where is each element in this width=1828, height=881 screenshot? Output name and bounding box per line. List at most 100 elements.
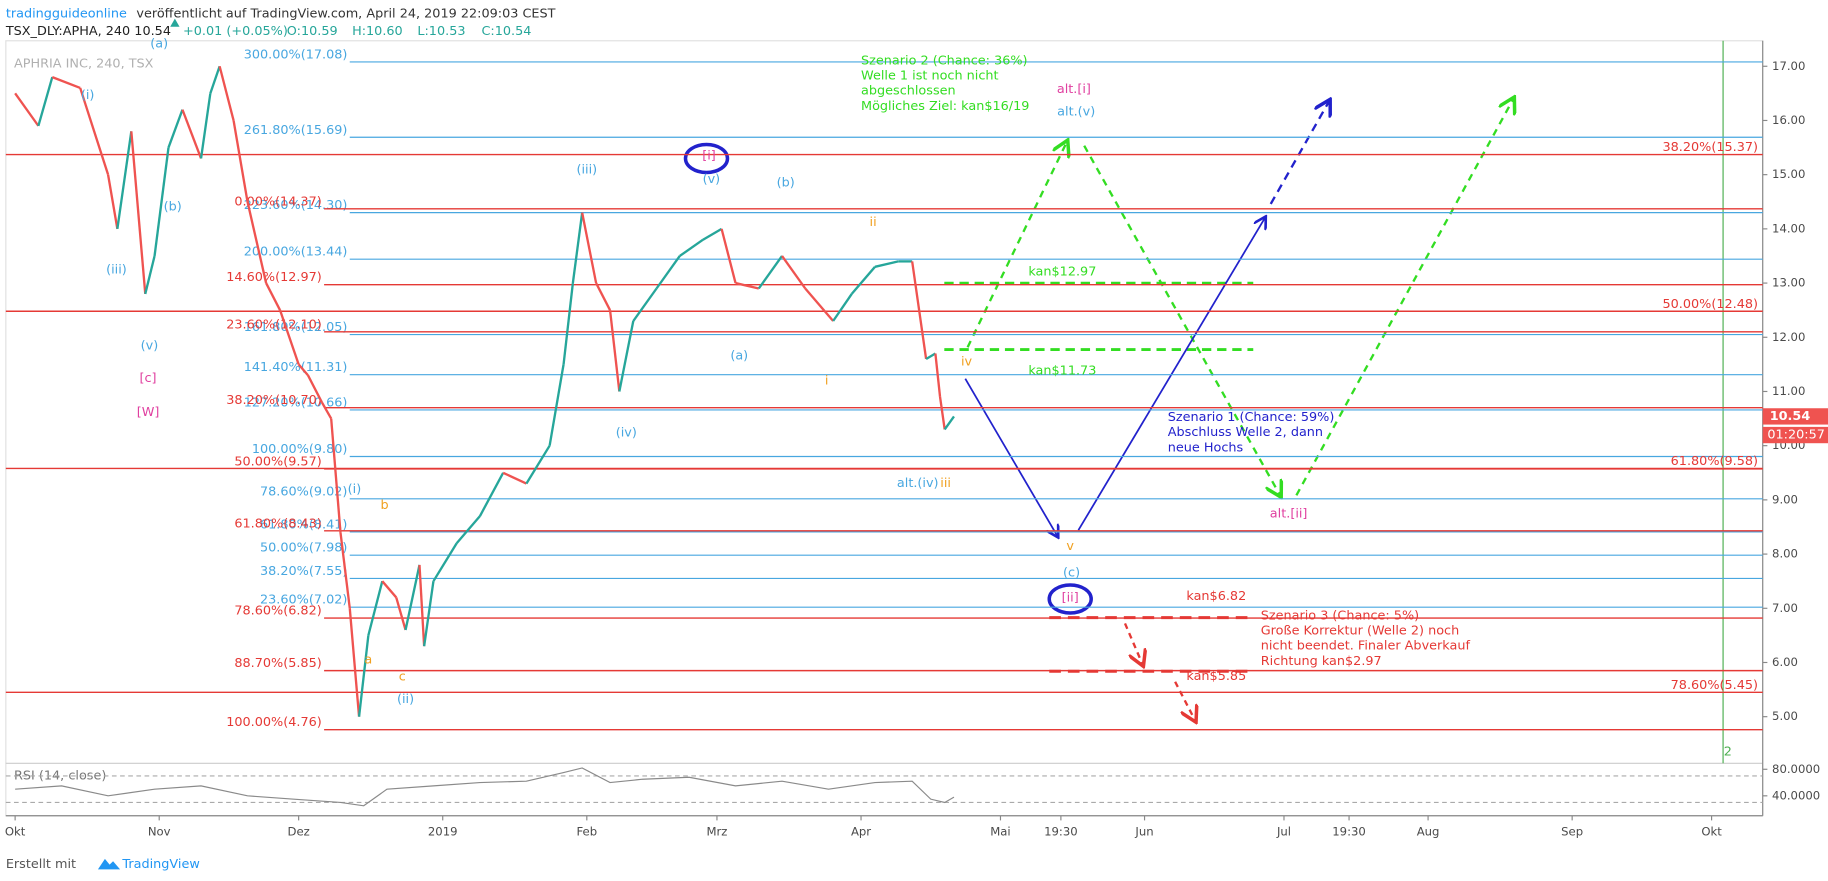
published: veröffentlicht auf TradingView.com, Apri… [136,6,555,21]
x-tick-label: 19:30 [1044,825,1078,839]
price-segment [79,87,110,176]
price-segment [320,401,333,420]
last-price: 10.54 [1770,409,1811,424]
wave-label: iii [940,476,951,491]
ohlc: C:10.54 [481,24,531,39]
fib-label: 78.60%(6.82) [234,604,321,619]
x-tick-label: 19:30 [1332,825,1366,839]
price-segment [581,212,598,284]
wave-label: (v) [141,338,159,353]
fib-label: 61.80%(8.41) [260,517,347,532]
price-segment [850,266,876,295]
price-segment [804,287,835,322]
x-tick-label: Apr [851,825,871,839]
price-segment [306,374,323,403]
price-segment [702,227,723,241]
fib-label: 38.20%(10.70) [226,393,322,408]
wave-label: (b) [164,200,182,215]
scenario-text: kan$6.82 [1186,589,1246,604]
price-segment [874,260,899,268]
timer-box [1762,426,1828,444]
wave-label: [c] [140,371,157,386]
price-segment [943,415,955,431]
change: +0.01 (+0.05%) [183,24,288,39]
fib-label: 0.00%(14.37) [234,194,321,209]
blue-arrow [964,378,1057,536]
fib-label: 23.60%(12.10) [226,317,322,332]
price-segment [330,418,342,533]
price-segment [357,635,370,717]
fib-label: 61.80%(8.43) [234,516,321,531]
price-segment [478,472,505,517]
x-tick-label: Jul [1276,825,1291,839]
logo [97,858,121,870]
x-tick-label: Okt [5,825,26,839]
fib-label: 300.00%(17.08) [244,47,348,62]
wave-label: [i] [702,149,716,164]
price-segment [571,212,584,284]
price-segment [525,445,551,485]
x-tick-label: Aug [1417,825,1440,839]
fib-label: 88.70%(5.85) [234,656,321,671]
fib-label: 100.00%(9.80) [252,442,348,457]
y-tick-label: 6.00 [1772,655,1798,669]
scenario-text: kan$11.73 [1028,363,1096,378]
fib-label: 14.60%(12.97) [226,270,322,285]
fib-label: 50.00%(12.48) [1663,297,1759,312]
y-tick-label: 9.00 [1772,492,1798,506]
price-segment [37,76,54,127]
author[interactable]: tradingguideonline [6,6,127,21]
wave-label: 2 [1724,744,1732,759]
wave-label: v [1066,539,1074,554]
price-segment [562,282,575,365]
wave-label: alt.(iv) [897,476,939,491]
wave-label: (v) [703,172,721,187]
wave-label: [W] [137,405,160,420]
y-tick-label: 15.00 [1772,167,1805,181]
wave-label: (iv) [616,426,637,441]
blue-arrow [1269,101,1329,205]
footer-brand[interactable]: TradingView [121,857,199,872]
price-segment [720,228,737,284]
price-segment [455,515,481,544]
pane-frame [5,40,1764,817]
timer: 01:20:57 [1767,428,1825,443]
rsi-label: RSI (14, close) [14,769,106,784]
circle [683,142,730,175]
scenario-text: kan$12.97 [1028,265,1096,280]
fib-label: 100.00%(4.76) [226,715,322,730]
price-segment [404,564,421,631]
fib-label: 261.80%(15.69) [244,123,348,138]
fib-label: 50.00%(9.57) [234,454,321,469]
price-segment [167,109,184,148]
wave-label: (c) [1063,566,1080,581]
last-price-box [1762,408,1828,425]
scenario-text: Richtung kan$2.97 [1261,654,1382,669]
x-tick-label: Nov [148,825,171,839]
y-tick-label: 8.00 [1772,547,1798,561]
fib-label: 23.60%(7.02) [260,593,347,608]
fib-label: 78.60%(9.02) [260,484,347,499]
rsi-tick-label: 80.0000 [1772,762,1820,776]
price-segment [199,93,212,159]
fib-label: 78.60%(5.45) [1671,678,1758,693]
wave-label: (i) [81,88,95,103]
y-tick-label: 12.00 [1772,330,1805,344]
price-segment [246,201,268,284]
fib-label: 38.20%(15.37) [1663,140,1759,155]
wave-label: (iii) [106,263,127,278]
scenario-text: kan$5.85 [1186,669,1246,684]
fib-label: 50.00%(7.98) [260,541,347,556]
price-segment [781,255,807,290]
price-segment [422,581,435,647]
price-segment [339,532,351,609]
y-tick-label: 11.00 [1772,384,1805,398]
x-tick-label: 2019 [428,825,458,839]
price-segment [153,147,170,257]
price-segment [595,282,612,311]
ohlc: H:10.60 [352,24,403,39]
price-segment [418,564,426,647]
up-icon [170,18,180,27]
wave-label: (i) [348,482,362,497]
